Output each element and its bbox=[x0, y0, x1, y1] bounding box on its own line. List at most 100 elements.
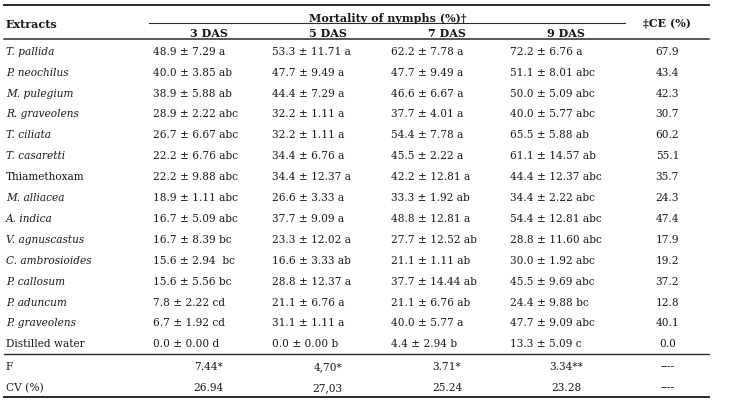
Text: 54.4 ± 7.78 a: 54.4 ± 7.78 a bbox=[391, 130, 463, 140]
Text: 32.2 ± 1.11 a: 32.2 ± 1.11 a bbox=[272, 130, 344, 140]
Text: C. ambrosioides: C. ambrosioides bbox=[6, 255, 91, 265]
Text: P. aduncum: P. aduncum bbox=[6, 297, 67, 307]
Text: 24.4 ± 9.88 bc: 24.4 ± 9.88 bc bbox=[510, 297, 589, 307]
Text: 47.7 ± 9.49 a: 47.7 ± 9.49 a bbox=[272, 67, 344, 77]
Text: 21.1 ± 6.76 a: 21.1 ± 6.76 a bbox=[272, 297, 345, 307]
Text: Extracts: Extracts bbox=[6, 18, 57, 30]
Text: T. pallida: T. pallida bbox=[6, 47, 54, 57]
Text: Distilled water: Distilled water bbox=[6, 338, 85, 348]
Text: 3.34**: 3.34** bbox=[549, 361, 583, 371]
Text: 16.7 ± 8.39 bc: 16.7 ± 8.39 bc bbox=[153, 234, 232, 244]
Text: 31.1 ± 1.11 a: 31.1 ± 1.11 a bbox=[272, 318, 344, 328]
Text: 25.24: 25.24 bbox=[431, 382, 462, 392]
Text: 45.5 ± 9.69 abc: 45.5 ± 9.69 abc bbox=[510, 276, 595, 286]
Text: 61.1 ± 14.57 ab: 61.1 ± 14.57 ab bbox=[510, 151, 596, 161]
Text: R. graveolens: R. graveolens bbox=[6, 109, 79, 119]
Text: 47.4: 47.4 bbox=[656, 213, 679, 223]
Text: 40.0 ± 5.77 a: 40.0 ± 5.77 a bbox=[391, 318, 463, 328]
Text: 47.7 ± 9.09 abc: 47.7 ± 9.09 abc bbox=[510, 318, 595, 328]
Text: 42.3: 42.3 bbox=[656, 88, 679, 98]
Text: 34.4 ± 6.76 a: 34.4 ± 6.76 a bbox=[272, 151, 344, 161]
Text: 72.2 ± 6.76 a: 72.2 ± 6.76 a bbox=[510, 47, 583, 57]
Text: ----: ---- bbox=[660, 382, 675, 392]
Text: 21.1 ± 6.76 ab: 21.1 ± 6.76 ab bbox=[391, 297, 470, 307]
Text: 30.7: 30.7 bbox=[656, 109, 679, 119]
Text: 4,70*: 4,70* bbox=[313, 361, 343, 371]
Text: 23.28: 23.28 bbox=[551, 382, 581, 392]
Text: 22.2 ± 6.76 abc: 22.2 ± 6.76 abc bbox=[153, 151, 238, 161]
Text: 19.2: 19.2 bbox=[656, 255, 679, 265]
Text: 51.1 ± 8.01 abc: 51.1 ± 8.01 abc bbox=[510, 67, 595, 77]
Text: 28.9 ± 2.22 abc: 28.9 ± 2.22 abc bbox=[153, 109, 238, 119]
Text: 16.6 ± 3.33 ab: 16.6 ± 3.33 ab bbox=[272, 255, 351, 265]
Text: 7.44*: 7.44* bbox=[194, 361, 223, 371]
Text: 30.0 ± 1.92 abc: 30.0 ± 1.92 abc bbox=[510, 255, 595, 265]
Text: 35.7: 35.7 bbox=[656, 172, 679, 182]
Text: 53.3 ± 11.71 a: 53.3 ± 11.71 a bbox=[272, 47, 351, 57]
Text: 27.7 ± 12.52 ab: 27.7 ± 12.52 ab bbox=[391, 234, 477, 244]
Text: 62.2 ± 7.78 a: 62.2 ± 7.78 a bbox=[391, 47, 464, 57]
Text: T. ciliata: T. ciliata bbox=[6, 130, 51, 140]
Text: CV (%): CV (%) bbox=[6, 382, 43, 392]
Text: 22.2 ± 9.88 abc: 22.2 ± 9.88 abc bbox=[153, 172, 238, 182]
Text: 47.7 ± 9.49 a: 47.7 ± 9.49 a bbox=[391, 67, 463, 77]
Text: 6.7 ± 1.92 cd: 6.7 ± 1.92 cd bbox=[153, 318, 225, 328]
Text: 34.4 ± 12.37 a: 34.4 ± 12.37 a bbox=[272, 172, 351, 182]
Text: 17.9: 17.9 bbox=[656, 234, 679, 244]
Text: 0.0 ± 0.00 d: 0.0 ± 0.00 d bbox=[153, 338, 219, 348]
Text: 15.6 ± 5.56 bc: 15.6 ± 5.56 bc bbox=[153, 276, 232, 286]
Text: 46.6 ± 6.67 a: 46.6 ± 6.67 a bbox=[391, 88, 464, 98]
Text: 28.8 ± 12.37 a: 28.8 ± 12.37 a bbox=[272, 276, 351, 286]
Text: P. neochilus: P. neochilus bbox=[6, 67, 68, 77]
Text: 3.71*: 3.71* bbox=[432, 361, 462, 371]
Text: 26.6 ± 3.33 a: 26.6 ± 3.33 a bbox=[272, 192, 344, 203]
Text: 32.2 ± 1.11 a: 32.2 ± 1.11 a bbox=[272, 109, 344, 119]
Text: 37.7 ± 9.09 a: 37.7 ± 9.09 a bbox=[272, 213, 344, 223]
Text: 7.8 ± 2.22 cd: 7.8 ± 2.22 cd bbox=[153, 297, 225, 307]
Text: 34.4 ± 2.22 abc: 34.4 ± 2.22 abc bbox=[510, 192, 595, 203]
Text: M. alliacea: M. alliacea bbox=[6, 192, 65, 203]
Text: 50.0 ± 5.09 abc: 50.0 ± 5.09 abc bbox=[510, 88, 595, 98]
Text: 65.5 ± 5.88 ab: 65.5 ± 5.88 ab bbox=[510, 130, 589, 140]
Text: 37.7 ± 14.44 ab: 37.7 ± 14.44 ab bbox=[391, 276, 477, 286]
Text: ‡CE (%): ‡CE (%) bbox=[643, 18, 692, 30]
Text: 15.6 ± 2.94  bc: 15.6 ± 2.94 bc bbox=[153, 255, 235, 265]
Text: 33.3 ± 1.92 ab: 33.3 ± 1.92 ab bbox=[391, 192, 470, 203]
Text: 24.3: 24.3 bbox=[656, 192, 679, 203]
Text: 48.9 ± 7.29 a: 48.9 ± 7.29 a bbox=[153, 47, 225, 57]
Text: 21.1 ± 1.11 ab: 21.1 ± 1.11 ab bbox=[391, 255, 470, 265]
Text: 9 DAS: 9 DAS bbox=[547, 28, 585, 39]
Text: 26.94: 26.94 bbox=[193, 382, 224, 392]
Text: 23.3 ± 12.02 a: 23.3 ± 12.02 a bbox=[272, 234, 351, 244]
Text: 37.7 ± 4.01 a: 37.7 ± 4.01 a bbox=[391, 109, 463, 119]
Text: 55.1: 55.1 bbox=[656, 151, 679, 161]
Text: ----: ---- bbox=[660, 361, 675, 371]
Text: F: F bbox=[6, 361, 13, 371]
Text: 27,03: 27,03 bbox=[313, 382, 343, 392]
Text: P. callosum: P. callosum bbox=[6, 276, 65, 286]
Text: 54.4 ± 12.81 abc: 54.4 ± 12.81 abc bbox=[510, 213, 602, 223]
Text: A. indica: A. indica bbox=[6, 213, 53, 223]
Text: T. casaretti: T. casaretti bbox=[6, 151, 65, 161]
Text: 45.5 ± 2.22 a: 45.5 ± 2.22 a bbox=[391, 151, 463, 161]
Text: V. agnuscastus: V. agnuscastus bbox=[6, 234, 84, 244]
Text: 0.0: 0.0 bbox=[659, 338, 675, 348]
Text: 44.4 ± 7.29 a: 44.4 ± 7.29 a bbox=[272, 88, 344, 98]
Text: 48.8 ± 12.81 a: 48.8 ± 12.81 a bbox=[391, 213, 470, 223]
Text: Thiamethoxam: Thiamethoxam bbox=[6, 172, 85, 182]
Text: 16.7 ± 5.09 abc: 16.7 ± 5.09 abc bbox=[153, 213, 237, 223]
Text: 18.9 ± 1.11 abc: 18.9 ± 1.11 abc bbox=[153, 192, 238, 203]
Text: 37.2: 37.2 bbox=[656, 276, 679, 286]
Text: 3 DAS: 3 DAS bbox=[190, 28, 228, 39]
Text: 40.1: 40.1 bbox=[656, 318, 679, 328]
Text: P. graveolens: P. graveolens bbox=[6, 318, 76, 328]
Text: M. pulegium: M. pulegium bbox=[6, 88, 74, 98]
Text: 5 DAS: 5 DAS bbox=[309, 28, 347, 39]
Text: 0.0 ± 0.00 b: 0.0 ± 0.00 b bbox=[272, 338, 338, 348]
Text: 42.2 ± 12.81 a: 42.2 ± 12.81 a bbox=[391, 172, 470, 182]
Text: Mortality of nymphs (%)†: Mortality of nymphs (%)† bbox=[309, 13, 466, 24]
Text: 40.0 ± 5.77 abc: 40.0 ± 5.77 abc bbox=[510, 109, 595, 119]
Text: 38.9 ± 5.88 ab: 38.9 ± 5.88 ab bbox=[153, 88, 232, 98]
Text: 44.4 ± 12.37 abc: 44.4 ± 12.37 abc bbox=[510, 172, 602, 182]
Text: 67.9: 67.9 bbox=[656, 47, 679, 57]
